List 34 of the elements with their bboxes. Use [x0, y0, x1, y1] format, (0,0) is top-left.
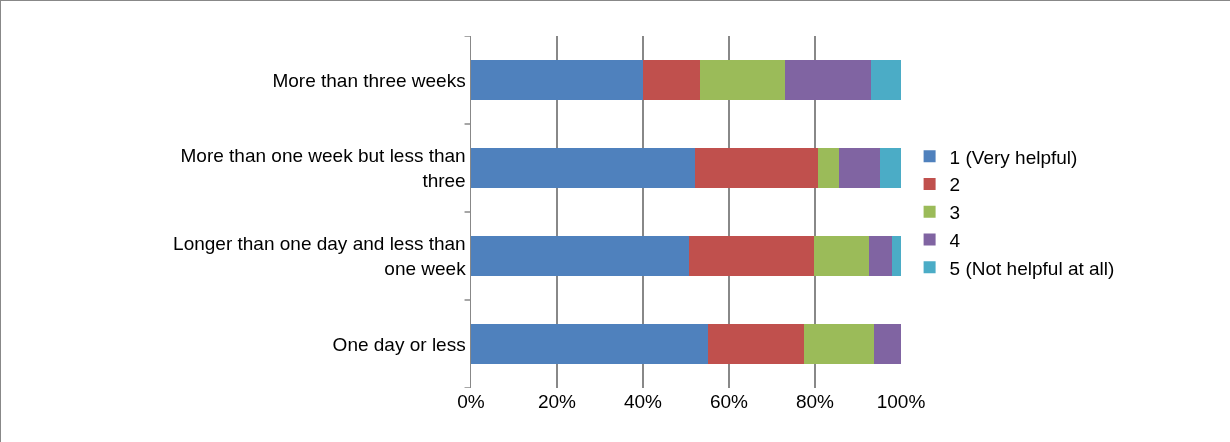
x-tick-label: 0% — [457, 391, 485, 412]
legend-label: 5 (Not helpful at all) — [949, 257, 1115, 279]
legend-label: 4 — [949, 229, 961, 251]
y-tick-label: One day or less — [332, 333, 466, 355]
x-tick-label: 60% — [709, 391, 749, 412]
bar — [689, 236, 815, 276]
x-tick-label: 80% — [795, 391, 835, 412]
bar — [879, 148, 901, 188]
legend-label: 1 (Very helpful) — [949, 146, 1078, 168]
y-tick-label: More than three weeks — [272, 69, 466, 91]
bar — [818, 148, 840, 188]
bar — [784, 60, 871, 100]
bar — [892, 236, 901, 276]
x-tick-label: 100% — [876, 391, 926, 412]
bar — [874, 324, 901, 364]
bar — [471, 236, 690, 276]
bar — [870, 60, 901, 100]
bar — [471, 324, 708, 364]
y-tick-label: Longer than one day and less than one week — [173, 233, 467, 279]
legend-label: 3 — [949, 202, 961, 224]
y-tick-label: More than one week but less than three — [180, 145, 466, 191]
bar — [695, 148, 819, 188]
bar — [707, 324, 804, 364]
legend-label: 2 — [949, 174, 961, 196]
bar — [803, 324, 875, 364]
bar — [471, 148, 696, 188]
x-tick-label: 40% — [623, 391, 663, 412]
bar — [643, 60, 701, 100]
bar — [869, 236, 893, 276]
bar — [814, 236, 870, 276]
bar — [471, 60, 643, 100]
bar — [839, 148, 880, 188]
bar — [700, 60, 785, 100]
x-tick-label: 20% — [537, 391, 577, 412]
